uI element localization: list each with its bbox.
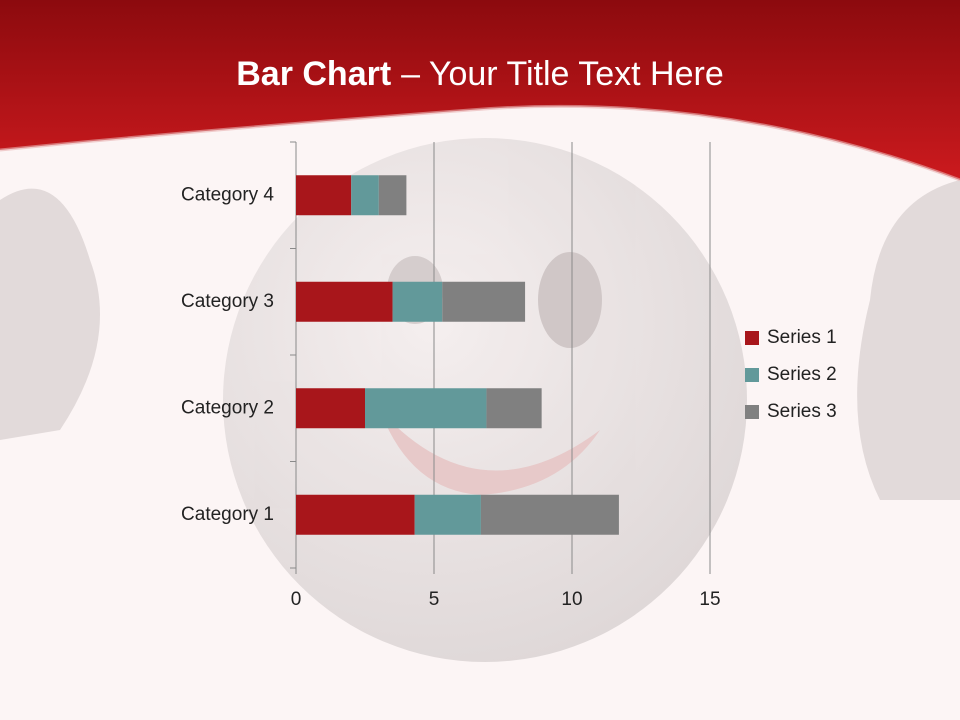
x-tick-label: 0 (291, 589, 302, 610)
legend-label: Series 2 (767, 364, 837, 385)
bar-segment (296, 175, 352, 216)
header-band (0, 0, 960, 180)
legend-label: Series 1 (767, 327, 837, 348)
y-tick-label: Category 2 (181, 397, 274, 418)
legend-swatch (745, 368, 759, 382)
legend-swatch (745, 331, 759, 345)
y-tick-label: Category 3 (181, 291, 274, 312)
bar-segment (296, 281, 393, 322)
bar-segment (442, 281, 526, 322)
title-rest: – Your Title Text Here (401, 55, 724, 93)
bar-segment (392, 281, 443, 322)
x-tick-label: 10 (561, 589, 582, 610)
bar-segment (486, 388, 542, 429)
legend-label: Series 3 (767, 401, 837, 422)
y-tick-label: Category 4 (181, 184, 274, 205)
bar-segment (365, 388, 487, 429)
bar-segment (296, 388, 365, 429)
legend-swatch (745, 405, 759, 419)
bar-segment (351, 175, 379, 216)
slide-title: Bar Chart – Your Title Text Here (236, 55, 724, 93)
title-bold: Bar Chart (236, 55, 391, 93)
bar-segment (414, 494, 481, 535)
x-tick-label: 15 (699, 589, 720, 610)
x-tick-label: 5 (429, 589, 440, 610)
y-tick-label: Category 1 (181, 504, 274, 525)
bar-segment (480, 494, 619, 535)
bar-segment (296, 494, 415, 535)
header-edge (0, 104, 960, 182)
bar-segment (378, 175, 407, 216)
